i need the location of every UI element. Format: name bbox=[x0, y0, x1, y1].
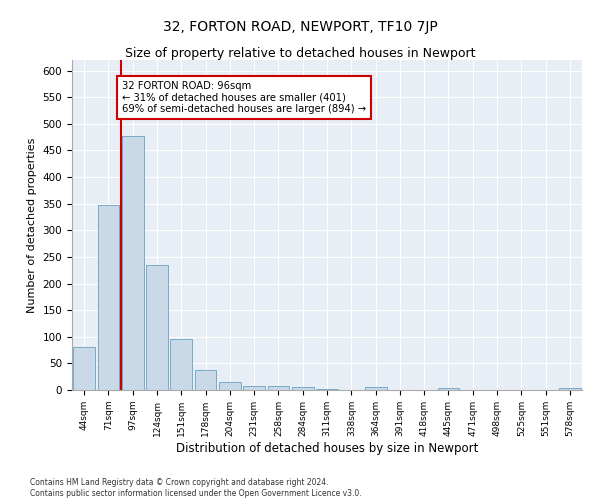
Bar bbox=[170, 339, 192, 390]
Text: 32 FORTON ROAD: 96sqm
← 31% of detached houses are smaller (401)
69% of semi-det: 32 FORTON ROAD: 96sqm ← 31% of detached … bbox=[122, 82, 366, 114]
Bar bbox=[437, 388, 460, 390]
Bar bbox=[146, 265, 168, 390]
Text: 32, FORTON ROAD, NEWPORT, TF10 7JP: 32, FORTON ROAD, NEWPORT, TF10 7JP bbox=[163, 20, 437, 34]
Bar bbox=[292, 388, 314, 390]
Bar bbox=[97, 205, 119, 390]
X-axis label: Distribution of detached houses by size in Newport: Distribution of detached houses by size … bbox=[176, 442, 478, 454]
Bar bbox=[243, 386, 265, 390]
Text: Contains HM Land Registry data © Crown copyright and database right 2024.
Contai: Contains HM Land Registry data © Crown c… bbox=[30, 478, 362, 498]
Bar bbox=[122, 136, 143, 390]
Bar bbox=[559, 388, 581, 390]
Bar bbox=[219, 382, 241, 390]
Bar bbox=[268, 386, 289, 390]
Bar bbox=[365, 387, 386, 390]
Bar bbox=[194, 370, 217, 390]
Text: Size of property relative to detached houses in Newport: Size of property relative to detached ho… bbox=[125, 48, 475, 60]
Y-axis label: Number of detached properties: Number of detached properties bbox=[27, 138, 37, 312]
Bar bbox=[73, 348, 95, 390]
